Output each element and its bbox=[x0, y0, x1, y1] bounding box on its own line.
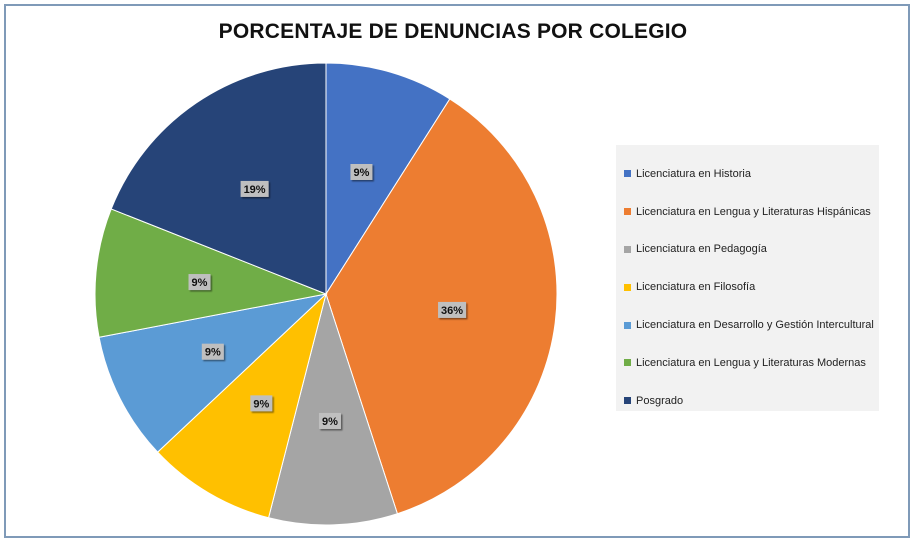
legend-item-7: Posgrado bbox=[616, 382, 879, 420]
data-label-text: 9% bbox=[253, 398, 269, 410]
legend-label: Licenciatura en Filosofía bbox=[636, 281, 756, 294]
legend-label: Licenciatura en Desarrollo y Gestión Int… bbox=[636, 319, 874, 332]
legend-swatch bbox=[624, 321, 631, 329]
legend-swatch bbox=[624, 283, 631, 291]
data-label-6: 9% bbox=[188, 274, 211, 291]
data-label-box bbox=[188, 274, 211, 291]
data-label-box bbox=[201, 343, 224, 360]
data-label-box bbox=[438, 301, 467, 318]
legend-swatch bbox=[624, 245, 631, 253]
legend-swatch bbox=[624, 397, 631, 405]
data-label-text: 9% bbox=[322, 416, 338, 428]
legend-item-5: Licenciatura en Desarrollo y Gestión Int… bbox=[616, 306, 879, 344]
legend-item-6: Licenciatura en Lengua y Literaturas Mod… bbox=[616, 344, 879, 382]
chart-title: PORCENTAJE DE DENUNCIAS POR COLEGIO bbox=[218, 20, 688, 43]
legend-item-4: Licenciatura en Filosofía bbox=[616, 268, 879, 306]
pie-slice-6 bbox=[94, 208, 328, 338]
data-label-text: 9% bbox=[353, 167, 369, 179]
legend-label: Licenciatura en Historia bbox=[636, 167, 751, 180]
chart-legend: Licenciatura en Historia Licenciatura en … bbox=[616, 145, 879, 411]
legend-label: Licenciatura en Pedagogía bbox=[636, 243, 767, 256]
legend-swatch bbox=[624, 359, 631, 367]
legend-label: Licenciatura en Lengua y Literaturas Mod… bbox=[636, 356, 866, 369]
data-label-2: 36% bbox=[438, 301, 467, 318]
data-label-7: 19% bbox=[240, 180, 269, 197]
data-label-1: 9% bbox=[350, 163, 373, 180]
legend-item-3: Licenciatura en Pedagogía bbox=[616, 231, 879, 269]
data-label-box bbox=[240, 180, 269, 197]
pie-slice-1 bbox=[325, 62, 451, 296]
legend-item-2: Licenciatura en Lengua y Literaturas His… bbox=[616, 193, 879, 231]
pie-slice-7 bbox=[110, 62, 327, 295]
data-label-4: 9% bbox=[250, 395, 273, 412]
legend-label: Licenciatura en Lengua y Literaturas His… bbox=[636, 205, 871, 218]
data-label-box bbox=[318, 412, 341, 429]
data-label-text: 36% bbox=[441, 305, 463, 317]
data-label-text: 9% bbox=[205, 347, 221, 359]
data-label-3: 9% bbox=[318, 412, 341, 429]
data-label-box bbox=[250, 395, 273, 412]
legend-label: Posgrado bbox=[636, 394, 684, 407]
data-label-5: 9% bbox=[201, 343, 224, 360]
pie-slice-4 bbox=[156, 292, 327, 519]
data-label-text: 9% bbox=[192, 277, 208, 289]
pie-slice-5 bbox=[98, 293, 328, 453]
data-label-box bbox=[350, 163, 373, 180]
legend-item-1: Licenciatura en Historia bbox=[616, 155, 879, 193]
data-label-text: 19% bbox=[244, 184, 266, 196]
pie-slice-3 bbox=[267, 292, 399, 526]
legend-swatch bbox=[624, 170, 631, 178]
legend-swatch bbox=[624, 208, 631, 216]
